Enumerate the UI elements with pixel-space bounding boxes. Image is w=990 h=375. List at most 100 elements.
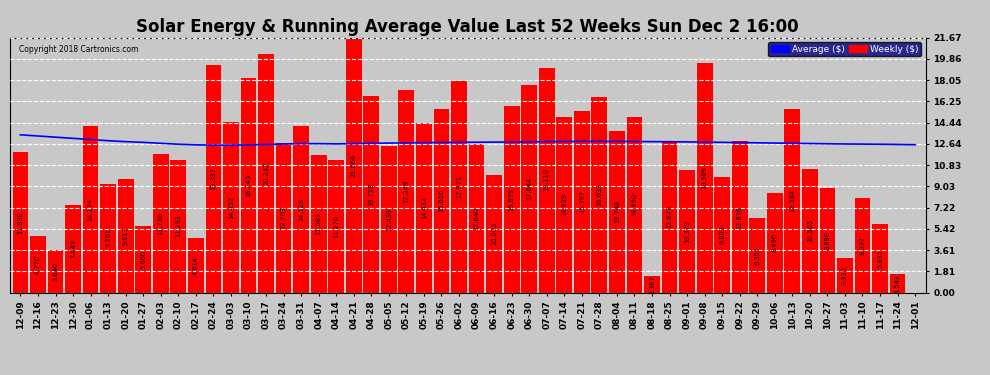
Text: 16.728: 16.728	[368, 183, 374, 206]
Text: 9.803: 9.803	[719, 225, 725, 244]
Bar	[767, 192, 783, 292]
Bar	[258, 54, 274, 292]
Text: 17.248: 17.248	[403, 179, 410, 203]
Bar	[48, 250, 63, 292]
Text: 16.633: 16.633	[596, 183, 602, 206]
Legend: Average ($), Weekly ($): Average ($), Weekly ($)	[768, 42, 921, 56]
Text: 1.367: 1.367	[649, 275, 655, 294]
Bar	[381, 146, 397, 292]
Bar	[468, 144, 484, 292]
Bar	[152, 154, 168, 292]
Text: 20.242: 20.242	[263, 162, 269, 185]
Text: 19.509: 19.509	[702, 166, 708, 189]
Text: 14.432: 14.432	[421, 196, 427, 219]
Text: 11.293: 11.293	[175, 214, 181, 237]
Text: 10.003: 10.003	[491, 222, 497, 245]
Text: 17.644: 17.644	[526, 177, 533, 200]
Text: 1.543: 1.543	[895, 274, 901, 293]
Bar	[451, 81, 467, 292]
Text: 8.496: 8.496	[772, 233, 778, 252]
Text: 15.616: 15.616	[439, 189, 445, 212]
Text: 12.836: 12.836	[737, 206, 742, 228]
Text: 19.337: 19.337	[211, 167, 217, 190]
Bar	[556, 117, 572, 292]
Text: 4.614: 4.614	[193, 256, 199, 275]
Text: 12.703: 12.703	[280, 206, 286, 230]
Bar	[539, 68, 554, 292]
Bar	[609, 131, 625, 292]
Text: 14.929: 14.929	[561, 193, 567, 216]
Text: 2.920: 2.920	[842, 266, 848, 285]
Bar	[679, 170, 695, 292]
Text: 21.666: 21.666	[350, 153, 356, 177]
Text: 8.032: 8.032	[859, 236, 865, 255]
Text: 17.971: 17.971	[456, 175, 462, 198]
Title: Solar Energy & Running Average Value Last 52 Weeks Sun Dec 2 16:00: Solar Energy & Running Average Value Las…	[137, 18, 799, 36]
Text: 4.770: 4.770	[35, 255, 41, 274]
Bar	[100, 183, 116, 292]
Text: 11.736: 11.736	[157, 212, 163, 235]
Bar	[890, 274, 906, 292]
Text: 19.110: 19.110	[544, 169, 549, 192]
Bar	[399, 90, 414, 292]
Bar	[188, 238, 204, 292]
Text: 10.379: 10.379	[684, 220, 690, 243]
Bar	[714, 177, 730, 292]
Text: 6.305: 6.305	[754, 246, 760, 265]
Bar	[661, 141, 677, 292]
Text: 15.879: 15.879	[509, 188, 515, 211]
Text: 15.397: 15.397	[579, 190, 585, 213]
Text: 9.613: 9.613	[123, 226, 129, 245]
Bar	[434, 109, 449, 292]
Bar	[136, 226, 151, 292]
Text: 12.640: 12.640	[473, 207, 479, 230]
Text: 12.873: 12.873	[666, 205, 672, 228]
Bar	[486, 175, 502, 292]
Text: 3.646: 3.646	[52, 261, 58, 280]
Bar	[732, 141, 747, 292]
Text: Copyright 2018 Cartronics.com: Copyright 2018 Cartronics.com	[19, 45, 139, 54]
Text: 14.128: 14.128	[298, 198, 304, 221]
Text: 8.890: 8.890	[825, 231, 831, 250]
Text: 14.452: 14.452	[228, 196, 234, 219]
Text: 13.748: 13.748	[614, 200, 620, 223]
Bar	[784, 109, 800, 292]
Text: 11.270: 11.270	[334, 214, 340, 238]
Text: 11.938: 11.938	[18, 211, 24, 234]
Bar	[838, 258, 852, 292]
Bar	[522, 85, 537, 292]
Bar	[854, 198, 870, 292]
Bar	[627, 117, 643, 292]
Bar	[749, 218, 765, 292]
Text: 18.245: 18.245	[246, 174, 251, 197]
Bar	[293, 126, 309, 292]
Bar	[504, 106, 520, 292]
Bar	[697, 63, 713, 292]
Bar	[644, 276, 660, 292]
Text: 5.660: 5.660	[141, 250, 147, 269]
Bar	[591, 97, 607, 292]
Text: 5.831: 5.831	[877, 249, 883, 268]
Bar	[820, 188, 836, 292]
Bar	[311, 155, 327, 292]
Bar	[206, 65, 222, 292]
Text: 11.681: 11.681	[316, 212, 322, 235]
Bar	[223, 122, 239, 292]
Text: 7.449: 7.449	[70, 239, 76, 258]
Bar	[574, 111, 590, 292]
Text: 14.950: 14.950	[632, 193, 638, 216]
Text: 12.439: 12.439	[386, 208, 392, 231]
Text: 9.261: 9.261	[105, 229, 111, 248]
Text: 14.174: 14.174	[87, 198, 94, 220]
Bar	[65, 205, 81, 292]
Text: 15.584: 15.584	[789, 189, 795, 212]
Text: 10.505: 10.505	[807, 219, 813, 242]
Bar	[83, 126, 98, 292]
Bar	[363, 96, 379, 292]
Bar	[802, 169, 818, 292]
Bar	[30, 236, 46, 292]
Bar	[416, 123, 432, 292]
Bar	[170, 160, 186, 292]
Bar	[346, 38, 361, 292]
Bar	[872, 224, 888, 292]
